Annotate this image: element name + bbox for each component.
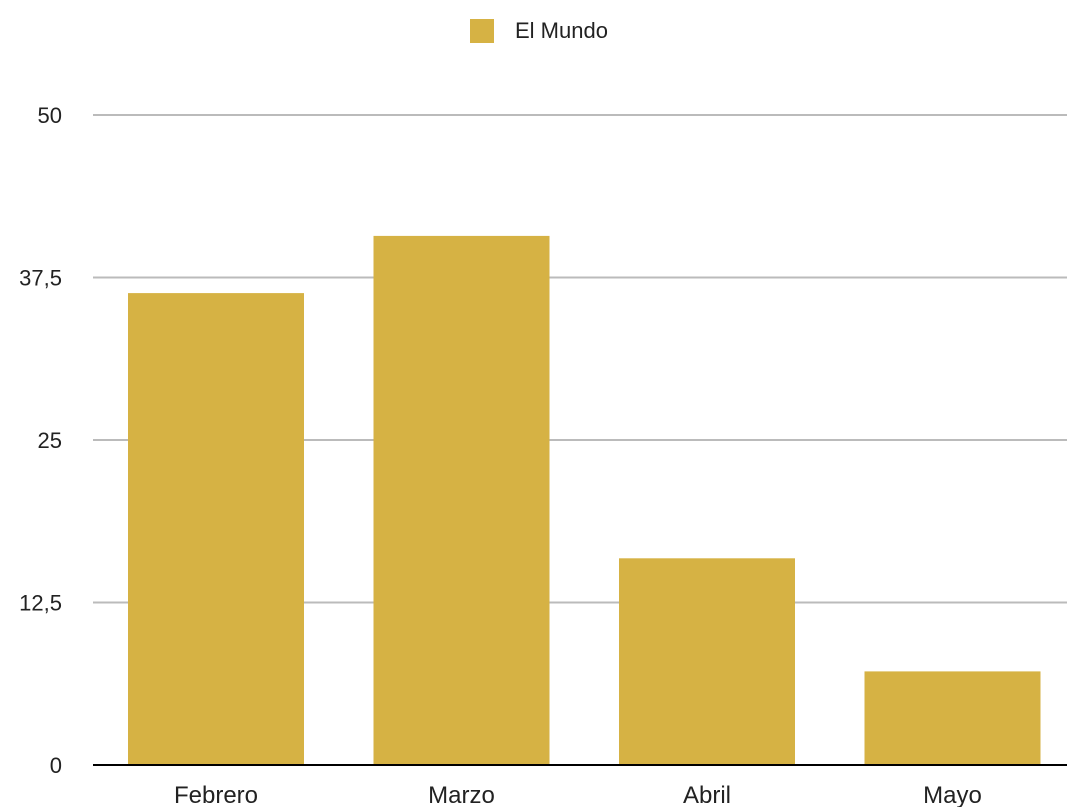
x-tick-label: Febrero: [174, 782, 258, 807]
x-tick-label: Mayo: [923, 782, 982, 807]
legend-label-el-mundo: El Mundo: [515, 18, 608, 43]
bar-marzo: [373, 235, 550, 765]
axes: 0 12,5 25 37,5 50 Febrero Marzo Abril Mayo: [19, 103, 1067, 807]
legend: El Mundo: [470, 18, 608, 43]
x-tick-label: Abril: [683, 782, 731, 807]
y-tick-label: 0: [50, 753, 62, 778]
y-tick-label: 25: [38, 428, 62, 453]
y-tick-label: 12,5: [19, 591, 62, 616]
bar-abril: [619, 558, 795, 765]
bar-febrero: [128, 293, 304, 765]
y-tick-label: 37,5: [19, 266, 62, 291]
y-tick-label: 50: [38, 103, 62, 128]
bars: [128, 235, 1041, 765]
legend-swatch-el-mundo: [470, 19, 494, 43]
bar-mayo: [864, 671, 1041, 765]
x-tick-label: Marzo: [428, 782, 495, 807]
